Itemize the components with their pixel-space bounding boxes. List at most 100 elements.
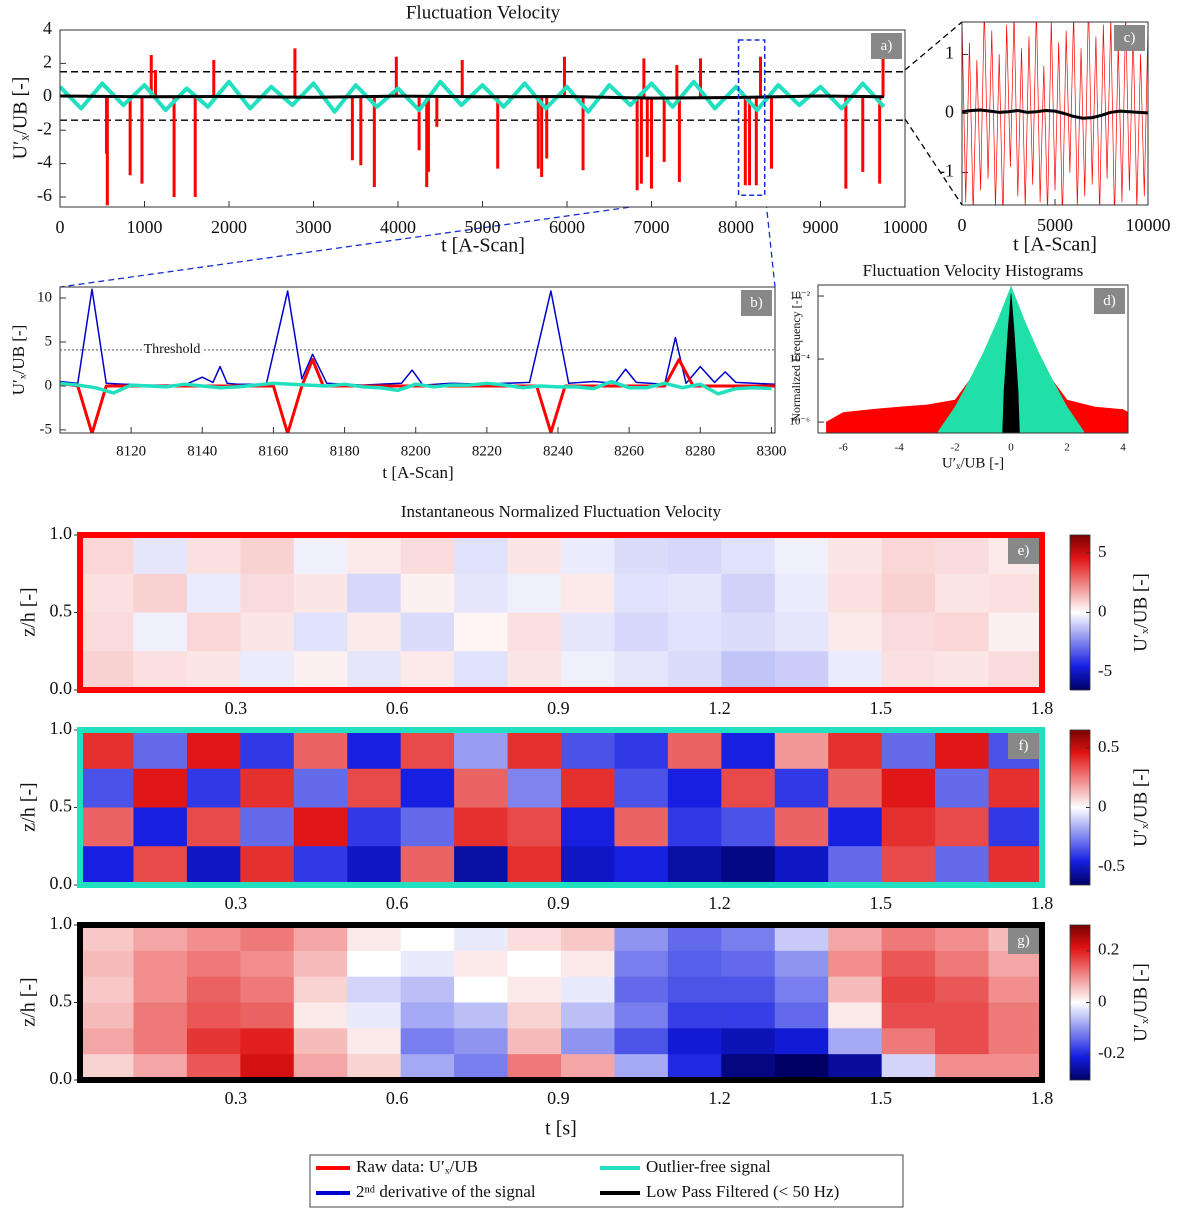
x-axis-label: t [A-Scan] (382, 463, 453, 482)
heatmap-cell (454, 573, 509, 614)
y-tick-label: 1.0 (50, 523, 73, 543)
frame (59, 29, 906, 208)
heatmap-cell (667, 807, 722, 847)
heatmap-cell (80, 950, 135, 978)
heatmap-cell (186, 807, 241, 847)
x-axis-label: t [A-Scan] (441, 235, 525, 257)
y-tick-label: -5 (40, 421, 53, 437)
heatmap-cell (293, 535, 348, 575)
heatmap-cell (667, 612, 722, 652)
heatmap-cell (400, 535, 455, 575)
x-tick-label: 0.9 (547, 698, 570, 718)
heatmap-cell (186, 925, 241, 952)
zoom-connector (764, 191, 776, 288)
heatmap-cell (400, 950, 455, 978)
heatmap-cell (507, 573, 562, 614)
heatmap-cell (80, 535, 135, 575)
heatmap-cell (774, 1028, 829, 1055)
heatmap-cell (507, 730, 562, 770)
heatmap-cell (133, 925, 188, 952)
heatmap-cell (347, 1002, 402, 1029)
heatmap-cell (667, 768, 722, 809)
heatmap-cell (935, 1028, 990, 1055)
heatmap-cell (935, 925, 990, 952)
x-tick-label: -4 (895, 442, 905, 454)
heatmap-cell (774, 846, 829, 886)
heatmap-cell (133, 768, 188, 809)
heatmap-cell (133, 1054, 188, 1081)
heatmap-cell (240, 925, 295, 952)
heatmap-cell (507, 925, 562, 952)
heatmap-cell (935, 1002, 990, 1029)
x-tick-label: 9000 (803, 217, 839, 237)
heatmap-cell (614, 925, 669, 952)
heatmap-cell (828, 730, 883, 770)
heatmap-cell (293, 925, 348, 952)
panel-label-box (1094, 288, 1125, 314)
heatmap-cell (240, 651, 295, 691)
zoom-connector (59, 191, 739, 288)
heatmap-cell (186, 950, 241, 978)
x-tick-label: 5000 (1037, 215, 1073, 235)
heatmap-cell (988, 1054, 1043, 1081)
panel-label-box (741, 290, 772, 316)
heatmap-cell (988, 651, 1043, 691)
panel-label: e) (1018, 543, 1030, 559)
heatmap-cell (721, 846, 776, 886)
panel-label: a) (881, 38, 893, 54)
heatmap-cell (133, 976, 188, 1004)
series-line (60, 94, 884, 100)
heatmap-cell (80, 651, 135, 691)
heatmap-cell (935, 768, 990, 809)
heatmap-cell (935, 612, 990, 652)
heatmap-cell (881, 730, 936, 770)
panel-label: c) (1124, 30, 1136, 46)
heatmap-cell (561, 1002, 616, 1029)
heatmap-cell (721, 730, 776, 770)
x-tick-label: 8140 (187, 443, 217, 459)
heatmap-cell (721, 976, 776, 1004)
heatmap-cell (80, 573, 135, 614)
y-axis-label: z/h [-] (18, 587, 40, 636)
heatmap-cell (828, 846, 883, 886)
heatmap-cell (774, 535, 829, 575)
colorbar-tick-label: 5 (1098, 542, 1107, 561)
x-axis-label: t [s] (545, 1118, 577, 1140)
heatmap-cell (667, 1054, 722, 1081)
heatmap-cell (133, 1028, 188, 1055)
heatmap-cell (186, 1054, 241, 1081)
heatmap-cell (614, 612, 669, 652)
x-tick-label: 1.8 (1031, 893, 1054, 913)
y-axis-label: z/h [-] (18, 977, 40, 1026)
heatmap-cell (614, 730, 669, 770)
heatmap-cell (347, 976, 402, 1004)
heatmap-cell (454, 925, 509, 952)
heatmap-cell (774, 976, 829, 1004)
heatmap-cell (454, 651, 509, 691)
heatmap-cell (614, 976, 669, 1004)
panel-label-box (1008, 733, 1039, 759)
x-tick-label: 0.9 (547, 1088, 570, 1108)
heatmap-cell (186, 535, 241, 575)
x-tick-label: 8000 (718, 217, 754, 237)
heatmap-cell (80, 768, 135, 809)
heatmap-cell (347, 535, 402, 575)
heatmap-cell (347, 612, 402, 652)
x-tick-label: 0 (958, 215, 967, 235)
heatmap-cell (347, 950, 402, 978)
x-axis-label: t [A-Scan] (1013, 234, 1097, 256)
heatmap-cell (721, 1054, 776, 1081)
heatmap-cell (774, 807, 829, 847)
heatmap-cell (507, 976, 562, 1004)
x-tick-label: 4000 (380, 217, 416, 237)
heatmap-cell (240, 950, 295, 978)
plot-area (60, 287, 775, 433)
plot-area (60, 30, 905, 207)
heatmap-cell (774, 1002, 829, 1029)
heatmap-cell (561, 573, 616, 614)
heatmap-cell (186, 612, 241, 652)
heatmap-cell (774, 612, 829, 652)
y-tick-label: -1 (939, 161, 954, 181)
heatmap-cell (80, 1002, 135, 1029)
series-group (962, 22, 1148, 205)
